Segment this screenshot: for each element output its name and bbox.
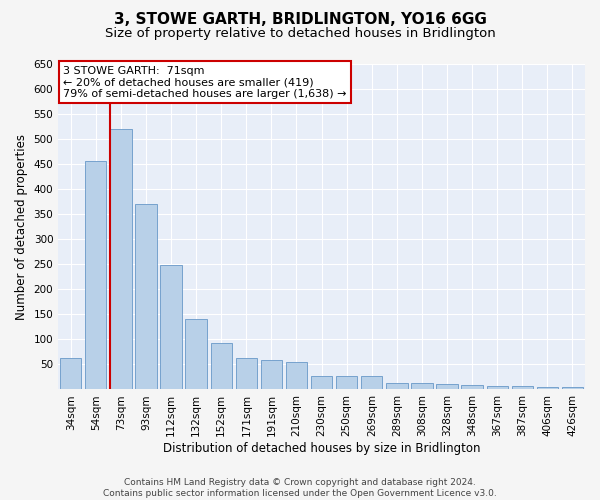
Bar: [311, 376, 332, 390]
Text: 3, STOWE GARTH, BRIDLINGTON, YO16 6GG: 3, STOWE GARTH, BRIDLINGTON, YO16 6GG: [113, 12, 487, 28]
Bar: [160, 266, 182, 390]
Bar: [110, 129, 131, 390]
Text: Contains HM Land Registry data © Crown copyright and database right 2024.
Contai: Contains HM Land Registry data © Crown c…: [103, 478, 497, 498]
Bar: [436, 384, 458, 390]
Bar: [236, 358, 257, 390]
Bar: [85, 160, 106, 390]
Bar: [386, 384, 407, 390]
Bar: [487, 386, 508, 390]
Text: Size of property relative to detached houses in Bridlington: Size of property relative to detached ho…: [104, 28, 496, 40]
Bar: [461, 386, 483, 390]
Text: 3 STOWE GARTH:  71sqm
← 20% of detached houses are smaller (419)
79% of semi-det: 3 STOWE GARTH: 71sqm ← 20% of detached h…: [64, 66, 347, 99]
Bar: [562, 387, 583, 390]
Bar: [60, 358, 82, 390]
Bar: [261, 360, 282, 390]
Bar: [211, 343, 232, 390]
Bar: [286, 362, 307, 390]
Bar: [411, 384, 433, 390]
X-axis label: Distribution of detached houses by size in Bridlington: Distribution of detached houses by size …: [163, 442, 481, 455]
Bar: [185, 320, 207, 390]
Bar: [361, 376, 382, 390]
Y-axis label: Number of detached properties: Number of detached properties: [15, 134, 28, 320]
Bar: [512, 386, 533, 390]
Bar: [537, 387, 558, 390]
Bar: [336, 376, 358, 390]
Bar: [136, 204, 157, 390]
